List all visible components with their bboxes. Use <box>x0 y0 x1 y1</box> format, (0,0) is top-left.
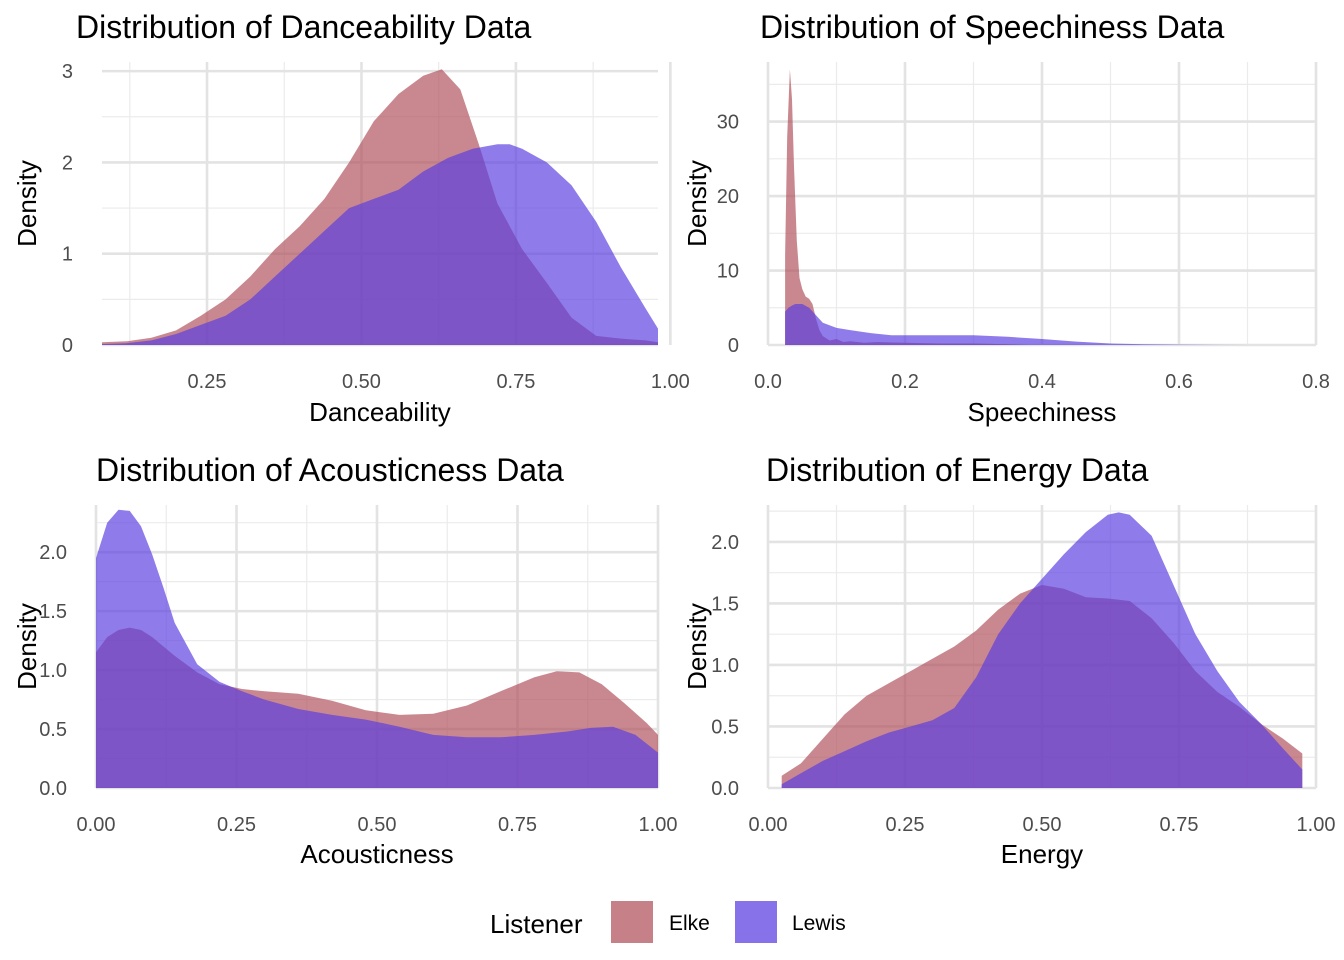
x-tick-label: 1.00 <box>651 371 690 393</box>
y-tick-label: 2.0 <box>711 532 739 554</box>
legend-label-lewis: Lewis <box>792 912 846 935</box>
x-tick-label: 1.00 <box>1297 814 1336 836</box>
y-tick-label: 20 <box>717 186 739 208</box>
x-tick-label: 0.25 <box>886 814 925 836</box>
density-area-lewis <box>781 512 1303 788</box>
x-axis-label: Danceability <box>309 397 451 427</box>
x-tick-label: 0.00 <box>77 814 116 836</box>
x-tick-label: 0.2 <box>891 371 919 393</box>
x-tick-label: 0.75 <box>1160 814 1199 836</box>
y-tick-label: 2 <box>62 152 73 174</box>
y-tick-label: 1.0 <box>39 660 67 682</box>
chart-title: Distribution of Energy Data <box>766 452 1149 488</box>
y-tick-label: 10 <box>717 261 739 283</box>
y-tick-label: 0.0 <box>711 778 739 800</box>
legend-swatch-elke <box>611 901 653 943</box>
chart-title: Distribution of Acousticness Data <box>96 452 564 488</box>
y-tick-label: 3 <box>62 61 73 83</box>
x-tick-label: 0.00 <box>749 814 788 836</box>
x-tick-label: 0.75 <box>496 371 535 393</box>
y-axis-label: Density <box>682 160 712 247</box>
chart-panel-4: 0.00 0.25 0.50 0.75 1.00 0.0 0.5 1.0 1.5 2.0 Distr… <box>682 452 1335 869</box>
y-tick-label: 1 <box>62 244 73 266</box>
y-tick-label: 0.0 <box>39 778 67 800</box>
x-tick-label: 0.25 <box>188 371 227 393</box>
x-tick-label: 0.0 <box>754 371 782 393</box>
chart-panel-3: 0.00 0.25 0.50 0.75 1.00 0.0 0.5 1.0 1.5 2.0 Distr… <box>12 452 677 869</box>
y-axis-label: Density <box>682 603 712 690</box>
x-tick-label: 0.25 <box>217 814 256 836</box>
x-tick-label: 0.50 <box>358 814 397 836</box>
legend-swatch-lewis <box>735 901 777 943</box>
y-axis-label: Density <box>12 160 42 247</box>
legend-label-elke: Elke <box>669 912 710 935</box>
x-tick-label: 0.50 <box>1023 814 1062 836</box>
x-axis-label: Acousticness <box>300 839 453 869</box>
density-area-lewis <box>785 304 1248 345</box>
x-tick-label: 0.4 <box>1028 371 1056 393</box>
x-tick-label: 0.75 <box>498 814 537 836</box>
chart-title: Distribution of Danceability Data <box>76 9 532 45</box>
x-tick-label: 0.50 <box>342 371 381 393</box>
x-tick-label: 0.8 <box>1302 371 1330 393</box>
chart-panel-2: 0.0 0.2 0.4 0.6 0.8 0 10 20 30 Distribution of Sp… <box>682 9 1330 427</box>
y-tick-label: 1.0 <box>711 655 739 677</box>
legend: Listener Elke Lewis <box>490 901 846 943</box>
y-tick-label: 1.5 <box>39 601 67 623</box>
x-tick-label: 1.00 <box>639 814 678 836</box>
y-tick-label: 0 <box>728 335 739 357</box>
x-tick-label: 0.6 <box>1165 371 1193 393</box>
y-tick-label: 0.5 <box>39 719 67 741</box>
y-tick-label: 30 <box>717 112 739 134</box>
chart-title: Distribution of Speechiness Data <box>760 9 1224 45</box>
y-tick-label: 1.5 <box>711 593 739 615</box>
y-tick-label: 0.5 <box>711 716 739 738</box>
y-tick-label: 2.0 <box>39 542 67 564</box>
y-tick-label: 0 <box>62 335 73 357</box>
x-axis-label: Energy <box>1001 839 1083 869</box>
y-axis-label: Density <box>12 603 42 690</box>
legend-title: Listener <box>490 909 583 939</box>
density-area-elke <box>785 69 1029 346</box>
density-area-lewis <box>96 509 658 788</box>
x-axis-label: Speechiness <box>968 397 1117 427</box>
density-area-lewis <box>102 144 658 345</box>
